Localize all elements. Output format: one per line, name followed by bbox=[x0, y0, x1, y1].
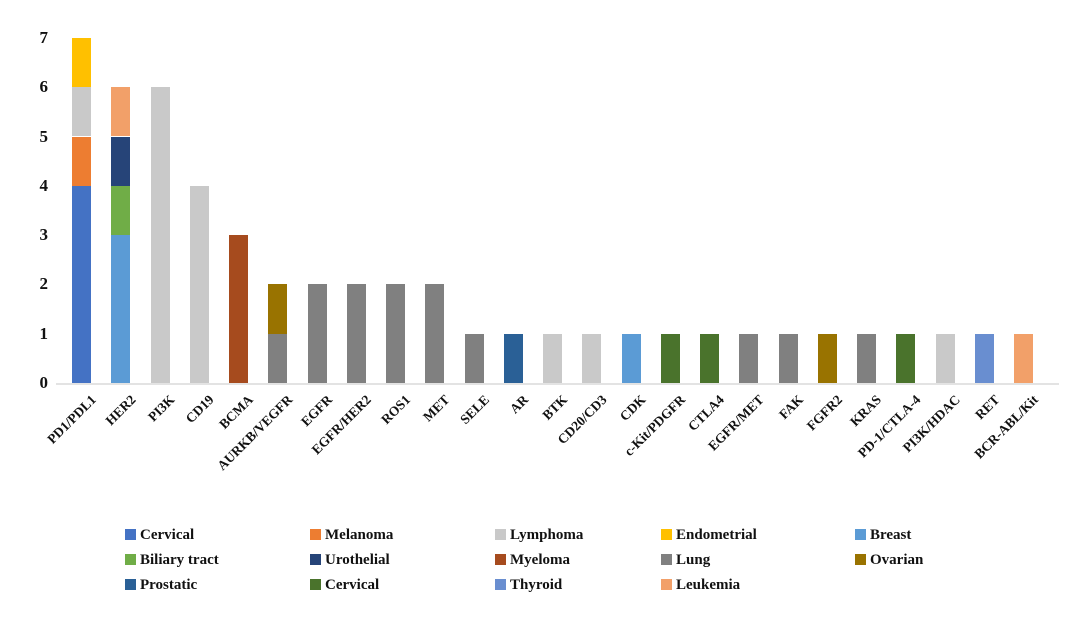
y-axis-tick-label: 1 bbox=[39, 323, 49, 343]
bar-segment-lung bbox=[346, 284, 366, 383]
legend-swatch-icon bbox=[495, 529, 506, 540]
x-axis-category-label: CD19 bbox=[183, 392, 217, 426]
legend-item-myeloma: Myeloma bbox=[495, 552, 570, 568]
bar-segment-lung bbox=[778, 333, 798, 383]
x-axis-category-label: HER2 bbox=[102, 392, 139, 429]
legend-item-cervical_dark: Cervical bbox=[310, 577, 379, 593]
bar-segment-lymphoma bbox=[582, 333, 602, 383]
bar-segment-lung bbox=[464, 333, 484, 383]
bar-segment-lymphoma bbox=[72, 87, 92, 137]
legend-label: Melanoma bbox=[325, 527, 394, 543]
legend-label: Cervical bbox=[325, 577, 380, 593]
legend-label: Ovarian bbox=[870, 552, 924, 568]
legend-swatch-icon bbox=[661, 554, 672, 565]
legend-label: Myeloma bbox=[510, 552, 570, 568]
legend-label: Leukemia bbox=[676, 577, 741, 593]
bar-segment-endometrial bbox=[72, 37, 92, 88]
bar-segment-lung bbox=[739, 333, 759, 383]
bar-segment-prostatic bbox=[503, 333, 523, 383]
bar-segment-breast bbox=[621, 333, 641, 383]
x-axis-category-label: BTK bbox=[539, 392, 571, 423]
x-axis-category-label: FAK bbox=[775, 392, 806, 423]
bar-segment-lung bbox=[268, 333, 288, 383]
bar-segment-thyroid bbox=[974, 333, 994, 383]
legend-item-prostatic: Prostatic bbox=[125, 577, 197, 593]
legend-swatch-icon bbox=[125, 554, 136, 565]
x-axis-category-label: PD1/PDL1 bbox=[44, 392, 100, 447]
legend-label: Lung bbox=[676, 552, 711, 568]
bar-segment-cervical_dark bbox=[660, 333, 680, 383]
x-axis-category-label: AR bbox=[506, 392, 531, 417]
bar-segment-myeloma bbox=[229, 235, 249, 383]
legend-label: Cervical bbox=[140, 527, 195, 543]
legend-swatch-icon bbox=[661, 579, 672, 590]
legend-swatch-icon bbox=[310, 554, 321, 565]
legend-item-breast: Breast bbox=[855, 527, 911, 543]
bar-segment-cervical bbox=[72, 185, 92, 383]
legend-swatch-icon bbox=[310, 529, 321, 540]
bar-segment-urothelial bbox=[111, 136, 131, 186]
legend-label: Biliary tract bbox=[140, 552, 219, 568]
y-axis-tick-label: 0 bbox=[39, 373, 49, 392]
legend-swatch-icon bbox=[125, 529, 136, 540]
legend-label: Lymphoma bbox=[510, 527, 584, 543]
legend-item-thyroid: Thyroid bbox=[495, 577, 562, 593]
legend-label: Endometrial bbox=[676, 527, 757, 543]
legend-item-lung: Lung bbox=[661, 552, 710, 568]
bar-segment-lymphoma bbox=[150, 87, 170, 383]
bar-segment-lung bbox=[425, 284, 445, 383]
bar-segment-ovarian bbox=[268, 284, 288, 334]
legend-item-leukemia: Leukemia bbox=[661, 577, 740, 593]
legend-item-endometrial: Endometrial bbox=[661, 527, 757, 543]
x-axis-category-label: CDK bbox=[616, 392, 649, 424]
legend-item-melanoma: Melanoma bbox=[310, 527, 393, 543]
x-axis-category-label: RET bbox=[971, 392, 1002, 423]
y-axis-tick-label: 2 bbox=[39, 274, 49, 294]
legend-item-lymphoma: Lymphoma bbox=[495, 527, 583, 543]
bar-segment-leukemia bbox=[1014, 333, 1034, 383]
legend-swatch-icon bbox=[495, 579, 506, 590]
y-axis-tick-label: 4 bbox=[39, 175, 49, 195]
legend-item-biliary_tract: Biliary tract bbox=[125, 552, 219, 568]
legend-label: Breast bbox=[870, 527, 912, 543]
legend-item-cervical: Cervical bbox=[125, 527, 194, 543]
bar-segment-lung bbox=[857, 333, 877, 383]
y-axis-tick-label: 5 bbox=[39, 126, 49, 146]
legend-label: Urothelial bbox=[325, 552, 390, 568]
bar-segment-leukemia bbox=[111, 87, 131, 137]
legend-swatch-icon bbox=[125, 579, 136, 590]
bar-segment-lymphoma bbox=[189, 185, 209, 383]
legend-swatch-icon bbox=[310, 579, 321, 590]
bar-segment-cervical_dark bbox=[896, 333, 916, 383]
bar-segment-lung bbox=[386, 284, 406, 383]
x-axis-category-label: ROS1 bbox=[378, 392, 414, 428]
legend-swatch-icon bbox=[855, 529, 866, 540]
x-axis-category-label: MET bbox=[420, 392, 453, 425]
bar-segment-lung bbox=[307, 284, 327, 383]
bar-segment-lymphoma bbox=[543, 333, 563, 383]
bar-segment-cervical_dark bbox=[700, 333, 720, 383]
bar-segment-melanoma bbox=[72, 136, 92, 186]
bar-segment-breast bbox=[111, 235, 131, 383]
x-axis-category-label: PI3K bbox=[145, 392, 178, 425]
y-axis-tick-label: 6 bbox=[39, 77, 49, 97]
x-axis-category-label: FGFR2 bbox=[803, 392, 845, 434]
legend-item-urothelial: Urothelial bbox=[310, 552, 390, 568]
legend-label: Prostatic bbox=[140, 577, 198, 593]
x-axis-line bbox=[56, 383, 1060, 385]
y-axis-tick-label: 7 bbox=[39, 27, 49, 47]
legend-label: Thyroid bbox=[510, 577, 563, 593]
bar-segment-lymphoma bbox=[935, 333, 955, 383]
legend-swatch-icon bbox=[495, 554, 506, 565]
bar-segment-ovarian bbox=[817, 333, 837, 383]
y-axis-tick-label: 3 bbox=[39, 225, 49, 245]
bar-segment-biliary_tract bbox=[111, 185, 131, 236]
legend-swatch-icon bbox=[855, 554, 866, 565]
x-axis-category-label: SELE bbox=[456, 392, 492, 428]
legend-swatch-icon bbox=[661, 529, 672, 540]
legend-item-ovarian: Ovarian bbox=[855, 552, 923, 568]
